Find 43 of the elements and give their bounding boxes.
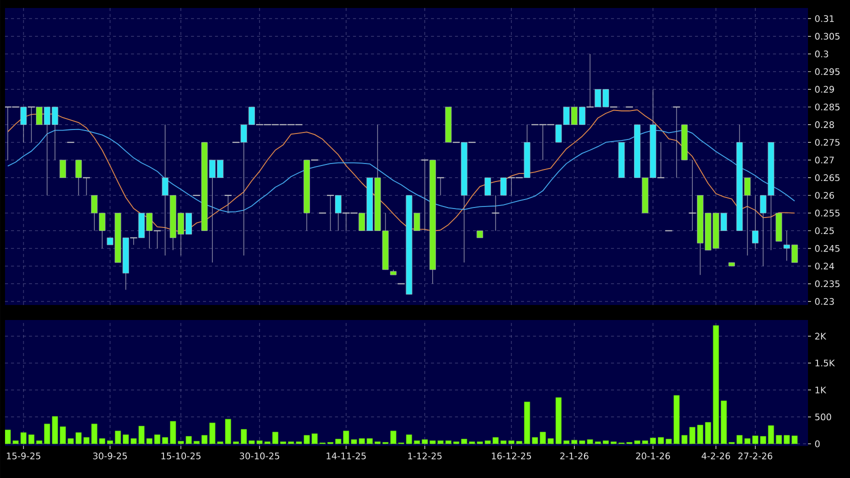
y-tick-label: 1.5K: [816, 360, 835, 366]
y-tick-label: 0: [815, 440, 820, 448]
y-tick-label: 0.295: [815, 68, 840, 76]
candlestick: [672, 106, 681, 178]
x-tick-label: 14-11-25: [326, 452, 366, 460]
y-tick-label: 0.305: [815, 32, 840, 40]
candlestick: [484, 177, 491, 196]
x-tick-label: 1-12-25: [408, 452, 442, 460]
x-tick-label: 16-12-25: [492, 452, 531, 460]
y-tick-label: 0.29: [815, 86, 834, 93]
y-tick-label: 2K: [815, 332, 826, 340]
x-tick-label: 15-9-25: [6, 452, 40, 460]
candlestick: [752, 195, 758, 249]
candlestick: [224, 194, 232, 214]
candlestick: [20, 106, 27, 143]
y-tick-label: 0.235: [815, 280, 840, 288]
x-tick-label: 30-10-25: [240, 452, 280, 460]
x-tick-label: 4-2-26: [702, 452, 730, 460]
candlestick: [335, 195, 342, 232]
y-tick-label: 0.265: [815, 174, 840, 182]
y-tick-label: 500: [815, 414, 832, 420]
y-tick-label: 0.23: [815, 298, 834, 305]
y-tick-label: 1K: [816, 386, 826, 394]
candlestick: [60, 160, 66, 178]
candlestick: [500, 178, 507, 196]
y-tick-label: 0.27: [815, 156, 834, 164]
y-tick-label: 0.25: [815, 227, 834, 234]
x-tick-label: 2-1-26: [560, 452, 588, 460]
y-tick-label: 0.28: [815, 121, 834, 128]
y-tick-label: 0.245: [815, 245, 840, 252]
y-tick-label: 0.275: [815, 138, 840, 146]
x-tick-label: 15-10-25: [161, 452, 201, 460]
y-tick-label: 0.285: [815, 104, 840, 110]
x-tick-label: 30-9-25: [93, 452, 127, 460]
y-tick-label: 0.31: [815, 15, 834, 22]
y-tick-label: 0.255: [815, 210, 840, 216]
x-tick-label: 27-2-26: [738, 452, 772, 460]
y-tick-label: 0.3: [815, 50, 828, 58]
candlestick: [492, 195, 500, 232]
y-tick-label: 0.26: [815, 192, 834, 199]
y-tick-label: 0.24: [815, 262, 834, 270]
candlestick: [75, 160, 82, 196]
x-tick-label: 20-1-26: [636, 452, 670, 460]
